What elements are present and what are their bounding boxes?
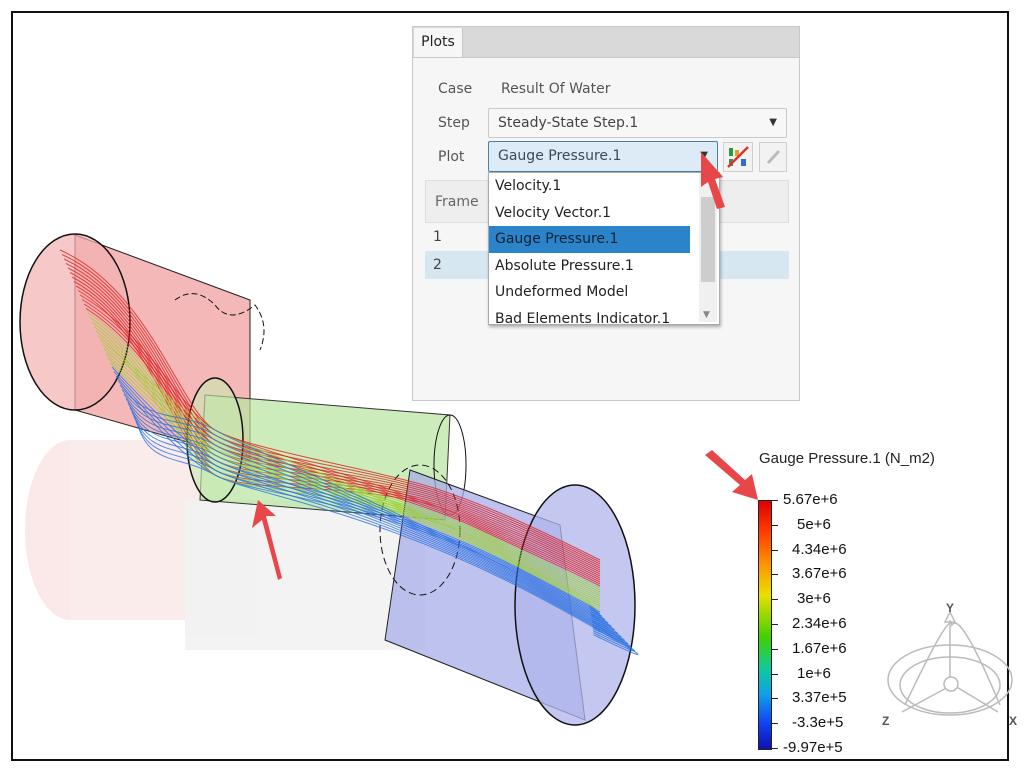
- legend-label: 1e+6: [797, 664, 831, 682]
- triad-icon: [887, 610, 1013, 716]
- plot-dropdown-list: Velocity.1 Velocity Vector.1 Gauge Press…: [488, 172, 720, 325]
- legend-label: 3.37e+5: [792, 689, 847, 707]
- legend-label: 2.34e+6: [792, 615, 847, 632]
- arrow-annotation-dropdown: [701, 152, 725, 209]
- legend-tick: [772, 574, 778, 576]
- dropdown-item-velocity-vector[interactable]: Velocity Vector.1: [495, 204, 612, 221]
- edit-plot-button[interactable]: [759, 142, 787, 172]
- table-row[interactable]: 1: [433, 229, 442, 245]
- delete-plot-icon: [727, 146, 749, 168]
- plot-select-value: Gauge Pressure.1: [498, 148, 622, 164]
- chevron-down-icon: ▼: [700, 150, 708, 161]
- dropdown-scrollbar[interactable]: ▼: [699, 173, 717, 322]
- dropdown-item-absolute-pressure[interactable]: Absolute Pressure.1: [495, 257, 634, 274]
- streamline: [83, 303, 601, 585]
- plot-label: Plot: [438, 149, 465, 165]
- streamline: [105, 353, 601, 607]
- streamline: [103, 348, 601, 605]
- color-bar: [758, 500, 772, 750]
- step-select[interactable]: Steady-State Step.1 ▼: [488, 108, 787, 138]
- streamline: [85, 308, 601, 587]
- delete-plot-button[interactable]: [723, 142, 753, 172]
- legend-tick: [772, 648, 778, 650]
- streamline: [71, 276, 601, 573]
- arrow-annotation-model: [252, 500, 282, 580]
- streamline: [59, 249, 601, 561]
- plot-select[interactable]: Gauge Pressure.1 ▼: [488, 141, 718, 172]
- legend-tick: [772, 673, 778, 675]
- streamline: [101, 344, 601, 603]
- streamline: [61, 254, 601, 563]
- streamline: [73, 281, 601, 575]
- streamline: [133, 416, 632, 648]
- legend-label: 3.67e+6: [792, 565, 847, 583]
- legend-tick: [772, 624, 778, 625]
- legend-label: 3e+6: [797, 590, 831, 608]
- chevron-down-icon: ▼: [769, 117, 777, 128]
- arrow-annotation-legend: [705, 450, 758, 500]
- legend-title: Gauge Pressure.1 (N_m2): [759, 450, 935, 467]
- legend-tick: [772, 500, 778, 501]
- scroll-down-icon[interactable]: ▼: [703, 310, 710, 320]
- streamline: [99, 339, 601, 601]
- legend-tick: [772, 599, 778, 601]
- outlet-cylinder: [379, 464, 636, 726]
- plots-panel: Plots Case Result Of Water Step Steady-S…: [412, 26, 800, 401]
- tab-plots[interactable]: Plots: [414, 28, 463, 57]
- streamline: [75, 285, 601, 577]
- reflection: [25, 440, 425, 650]
- tab-bar: Plots: [413, 27, 799, 58]
- legend-tick: [772, 549, 778, 551]
- pencil-icon: [766, 149, 781, 165]
- triad-y-label: Y: [946, 601, 955, 615]
- streamline: [135, 420, 635, 652]
- dropdown-item-velocity[interactable]: Velocity.1: [495, 178, 562, 194]
- dropdown-item-undeformed-model[interactable]: Undeformed Model: [495, 284, 629, 300]
- step-label: Step: [438, 115, 470, 131]
- legend-tick: [772, 723, 778, 725]
- streamline: [77, 290, 601, 579]
- streamline: [93, 326, 601, 595]
- streamline: [91, 321, 601, 593]
- dropdown-item-bad-elements[interactable]: Bad Elements Indicator.1: [495, 310, 671, 325]
- image-frame: [11, 11, 1009, 761]
- legend-tick: [772, 748, 778, 749]
- streamline: [87, 312, 601, 589]
- legend-label: 5e+6: [797, 515, 831, 533]
- case-label: Case: [438, 81, 473, 97]
- legend-label: 1.67e+6: [792, 639, 847, 657]
- streamline: [107, 357, 601, 609]
- legend-label: -3.3e+5: [792, 714, 844, 732]
- legend-label: 5.67e+6: [783, 491, 838, 508]
- legend-tick: [772, 524, 778, 526]
- triad-x-label: X: [1009, 714, 1018, 728]
- streamlines: [59, 249, 639, 656]
- dropdown-item-gauge-pressure[interactable]: Gauge Pressure.1: [489, 226, 690, 253]
- step-select-value: Steady-State Step.1: [498, 115, 639, 131]
- streamline: [69, 272, 601, 571]
- case-value: Result Of Water: [501, 81, 611, 97]
- scrollbar-thumb[interactable]: [701, 197, 715, 282]
- legend-label: -9.97e+5: [783, 739, 843, 756]
- legend-tick: [772, 698, 778, 700]
- streamline: [79, 294, 601, 581]
- triad-z-label: Z: [882, 714, 890, 728]
- streamline: [81, 299, 601, 583]
- legend-label: 4.34e+6: [792, 540, 847, 558]
- streamline: [137, 425, 639, 656]
- streamline: [131, 411, 629, 645]
- streamline: [123, 393, 615, 631]
